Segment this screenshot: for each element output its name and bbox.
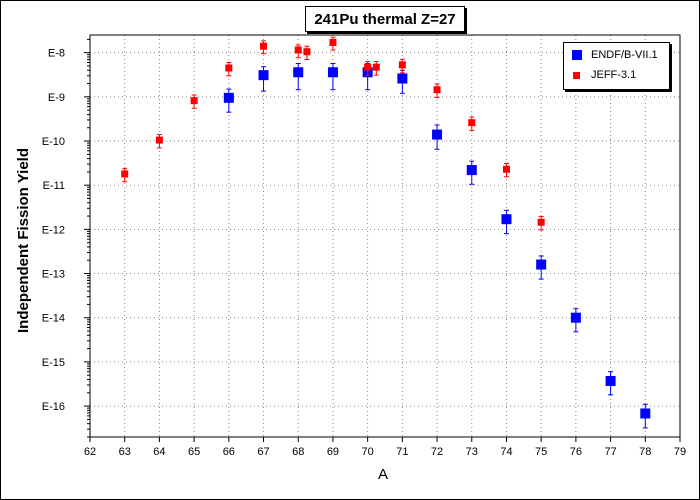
x-tick-label: 74 [500,446,512,458]
data-point-jeff [260,42,268,50]
data-point-jeff [121,170,129,178]
y-tick-label: E-15 [42,357,65,369]
x-tick-label: 71 [396,446,408,458]
x-tick-label: 76 [570,446,582,458]
legend-marker-endf [572,50,582,60]
data-point-jeff [190,97,198,105]
y-tick-label: E-10 [42,136,65,148]
plot-area [90,35,680,437]
data-point-endf [466,165,477,176]
y-tick-label: E-12 [42,224,65,236]
legend: ENDF/B-VII.1 JEFF-3.1 [563,42,670,90]
x-tick-label: 66 [223,446,235,458]
x-tick-label: 65 [188,446,200,458]
x-tick-label: 70 [362,446,374,458]
data-point-jeff [329,38,337,46]
legend-item-endf: ENDF/B-VII.1 [572,49,658,61]
y-tick-label: E-9 [48,92,65,104]
y-axis-label: Independent Fission Yield [14,147,34,332]
x-tick-label: 64 [153,446,165,458]
x-tick-label: 67 [257,446,269,458]
x-tick-label: 73 [466,446,478,458]
x-tick-label: 68 [292,446,304,458]
data-point-endf [640,408,651,419]
x-tick-label: 63 [119,446,131,458]
y-tick-label: E-14 [42,313,65,325]
data-point-jeff [468,119,476,127]
legend-label-endf: ENDF/B-VII.1 [591,49,658,61]
data-point-endf [258,70,269,81]
x-tick-label: 77 [604,446,616,458]
data-point-endf [432,129,443,140]
data-point-jeff [225,64,233,72]
y-tick-label: E-16 [42,401,65,413]
x-tick-label: 78 [639,446,651,458]
y-tick-label: E-13 [42,269,65,281]
x-tick-label: 69 [327,446,339,458]
data-point-jeff [398,61,406,69]
data-point-jeff [303,48,311,56]
data-point-endf [293,67,304,78]
y-axis-label-text: Independent Fission Yield [15,147,33,333]
data-point-endf [397,73,408,84]
x-tick-label: 62 [84,446,96,458]
data-point-jeff [537,218,545,226]
x-axis-label: A [378,466,389,483]
data-point-endf [223,92,234,103]
data-point-jeff [433,86,441,94]
plot-border [89,34,681,438]
data-point-endf [570,312,581,323]
chart-title-text: 241Pu thermal Z=27 [314,10,456,28]
data-point-endf [327,67,338,78]
data-point-jeff [372,63,380,71]
y-tick-label: E-8 [48,48,65,60]
x-tick-label: 79 [674,446,686,458]
data-point-jeff [364,63,372,71]
data-point-endf [605,375,616,386]
legend-item-jeff: JEFF-3.1 [572,69,636,81]
data-point-endf [501,214,512,225]
x-tick-label: 72 [431,446,443,458]
y-tick-label: E-11 [43,180,65,192]
data-point-jeff [502,165,510,173]
chart-title: 241Pu thermal Z=27 [305,6,465,32]
data-point-endf [536,259,547,270]
legend-marker-jeff [573,71,580,79]
data-point-jeff [294,46,302,54]
legend-label-jeff: JEFF-3.1 [591,69,637,81]
data-point-jeff [155,136,163,144]
x-tick-label: 75 [535,446,547,458]
